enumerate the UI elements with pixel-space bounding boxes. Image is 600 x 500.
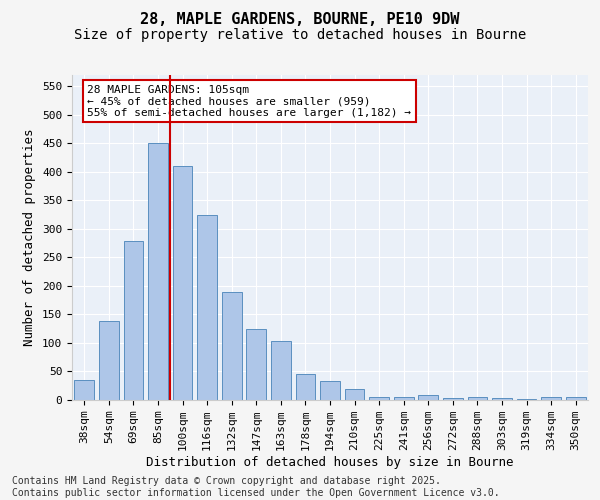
Bar xyxy=(541,397,561,400)
Bar xyxy=(197,214,217,400)
Bar xyxy=(173,166,193,400)
Bar xyxy=(222,292,242,400)
Bar xyxy=(394,396,413,400)
Bar xyxy=(99,322,119,400)
X-axis label: Distribution of detached houses by size in Bourne: Distribution of detached houses by size … xyxy=(146,456,514,469)
Text: 28 MAPLE GARDENS: 105sqm
← 45% of detached houses are smaller (959)
55% of semi-: 28 MAPLE GARDENS: 105sqm ← 45% of detach… xyxy=(88,84,412,118)
Bar xyxy=(271,342,290,400)
Bar xyxy=(370,396,389,400)
Bar xyxy=(247,328,266,400)
Bar xyxy=(443,398,463,400)
Bar xyxy=(467,397,487,400)
Bar xyxy=(148,144,168,400)
Bar xyxy=(517,399,536,400)
Bar xyxy=(296,374,315,400)
Text: Contains HM Land Registry data © Crown copyright and database right 2025.
Contai: Contains HM Land Registry data © Crown c… xyxy=(12,476,500,498)
Y-axis label: Number of detached properties: Number of detached properties xyxy=(23,128,37,346)
Bar xyxy=(124,242,143,400)
Bar xyxy=(418,396,438,400)
Bar xyxy=(566,397,586,400)
Bar xyxy=(345,388,364,400)
Text: 28, MAPLE GARDENS, BOURNE, PE10 9DW: 28, MAPLE GARDENS, BOURNE, PE10 9DW xyxy=(140,12,460,28)
Text: Size of property relative to detached houses in Bourne: Size of property relative to detached ho… xyxy=(74,28,526,42)
Bar xyxy=(492,398,512,400)
Bar xyxy=(74,380,94,400)
Bar xyxy=(320,381,340,400)
